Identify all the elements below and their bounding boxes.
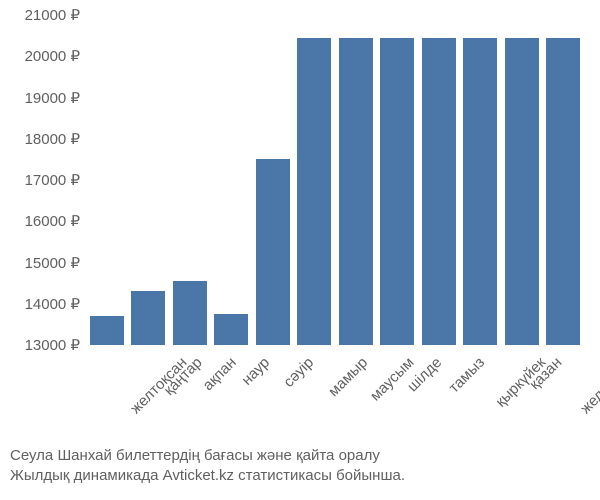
x-axis: желтоқсанқаңтарақпаннаурсәуірмамырмаусым… (90, 348, 580, 448)
bar (339, 38, 373, 345)
caption-line-2: Жылдық динамикада Avticket.kz статистика… (10, 466, 590, 486)
y-tick: 19000 ₽ (25, 89, 80, 107)
bar (546, 38, 580, 345)
bar (422, 38, 456, 345)
bar (256, 159, 290, 345)
bar (380, 38, 414, 345)
y-tick: 13000 ₽ (25, 336, 80, 354)
y-tick: 21000 ₽ (25, 6, 80, 24)
bar (131, 291, 165, 345)
chart-container: 13000 ₽ 14000 ₽ 15000 ₽ 16000 ₽ 17000 ₽ 18000… (0, 0, 600, 500)
bar (173, 281, 207, 345)
bars-group (90, 15, 580, 345)
y-tick: 20000 ₽ (25, 47, 80, 65)
x-label: сәуір (280, 354, 317, 391)
caption: Сеула Шанхай билеттердің бағасы және қай… (10, 446, 590, 487)
y-axis: 13000 ₽14000 ₽15000 ₽16000 ₽17000 ₽18000… (0, 15, 85, 345)
bar (90, 316, 124, 345)
x-label: наур (238, 354, 273, 389)
bar (214, 314, 248, 345)
bar (463, 38, 497, 345)
x-label: ақпан (200, 354, 240, 394)
plot-area (90, 15, 580, 345)
bar (505, 38, 539, 345)
y-tick: 14000 ₽ (25, 295, 80, 313)
caption-line-1: Сеула Шанхай билеттердің бағасы және қай… (10, 446, 590, 466)
x-label: мамыр (325, 354, 371, 400)
y-tick: 17000 ₽ (25, 171, 80, 189)
y-tick: 18000 ₽ (25, 130, 80, 148)
y-tick: 15000 ₽ (25, 254, 80, 272)
x-label: тамыз (446, 354, 488, 396)
y-tick: 16000 ₽ (25, 212, 80, 230)
bar (297, 38, 331, 345)
x-label: желтоқсан (577, 354, 600, 417)
